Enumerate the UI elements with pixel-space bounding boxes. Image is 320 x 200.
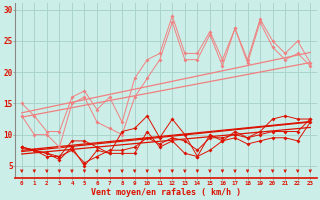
X-axis label: Vent moyen/en rafales ( km/h ): Vent moyen/en rafales ( km/h )	[91, 188, 241, 197]
